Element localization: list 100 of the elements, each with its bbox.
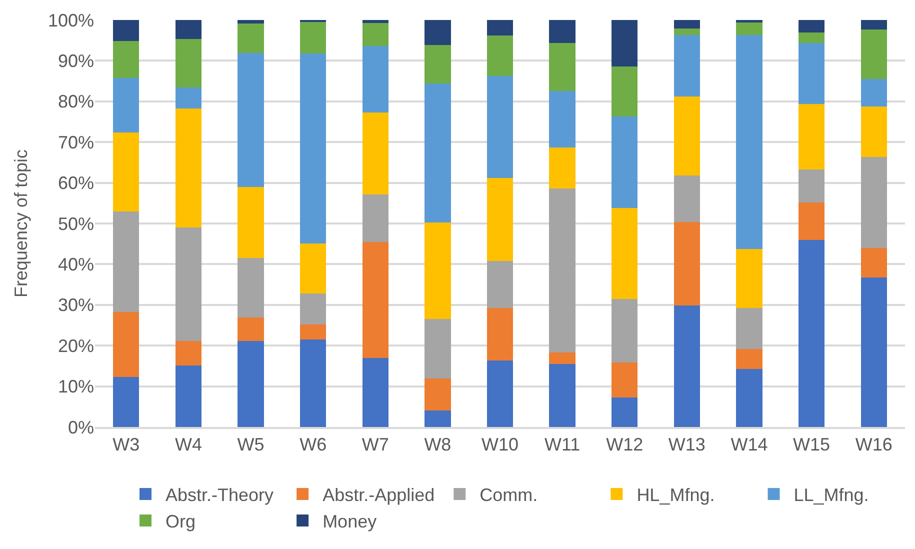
x-tick-label: W16 [855,434,892,454]
bar [424,20,451,46]
bar [736,348,762,370]
bar [798,240,825,427]
bar [798,42,825,104]
y-tick-label: 20% [58,336,94,356]
y-tick-label: 70% [58,132,94,152]
bar [362,22,388,46]
bar [798,104,825,170]
bar [486,76,514,178]
bar [549,352,576,364]
x-tick-label: W3 [112,434,140,454]
bar [674,20,700,29]
bar [238,318,264,342]
bar [486,260,514,308]
bar [238,52,264,187]
bar [238,20,264,24]
bar [674,35,700,97]
y-tick-label: 0% [68,417,94,438]
bar [113,20,140,42]
bar [113,312,140,377]
bar [175,341,202,366]
bar [736,249,762,308]
bar [798,202,825,240]
bar [486,178,514,261]
bar [424,45,451,84]
y-tick-label: 60% [58,173,94,194]
bar [300,340,326,427]
y-tick-label: 100% [48,10,94,30]
bar [300,22,326,54]
bar [175,88,202,109]
y-tick-label: 80% [58,92,94,112]
bar [175,39,202,88]
x-tick-label: W13 [668,434,706,454]
bar [736,308,762,349]
x-tick-label: W6 [300,434,327,454]
bar [362,242,388,358]
bar [424,378,451,410]
x-tick-label: W11 [544,434,580,454]
bar [300,53,326,244]
bar [362,194,388,242]
x-tick-label: W10 [481,434,519,454]
y-tick-label: 10% [58,376,94,397]
legend-label: Money [322,511,377,532]
legend-label: Abstr.-Theory [166,485,274,506]
x-tick-label: W7 [362,434,389,454]
x-tick-label: W5 [237,434,264,454]
bar [612,299,638,363]
bar [300,294,326,324]
bar [798,32,825,43]
bar [424,222,451,320]
bar [549,43,576,92]
bar [612,20,638,66]
bar [612,66,638,116]
bar [736,35,762,250]
bar [860,106,887,158]
bar [113,78,140,133]
bar [549,188,576,353]
legend-label: Comm. [480,485,538,506]
bar [736,22,762,36]
bar [486,20,514,36]
bar [175,228,202,342]
bar [424,83,451,223]
bar [860,79,887,107]
legend-label: HL_Mfng. [636,485,715,506]
bar [362,112,388,195]
bar [674,28,700,36]
x-tick-label: W14 [730,434,768,454]
x-tick-label: W15 [793,434,830,454]
bar [113,41,140,78]
bar [736,369,762,427]
bar [674,175,700,222]
bar [424,319,451,379]
bar [549,91,576,148]
bar [798,169,825,203]
x-tick-label: W4 [174,434,202,454]
bar [860,20,887,30]
bar [424,410,451,427]
bar [612,362,638,398]
bar [798,20,825,33]
bar [362,358,388,427]
x-tick-label: W8 [424,434,452,454]
bar [674,222,700,306]
x-tick-label: W12 [606,434,644,454]
y-tick-label: 50% [58,214,94,234]
y-axis-title: Frequency of topic [11,149,32,298]
legend-label: Org [166,511,196,532]
bar [486,35,514,76]
bar [674,305,700,427]
bar [113,376,140,427]
bar [549,147,576,188]
bar [113,132,140,212]
bar [300,324,326,340]
bar [238,24,264,53]
legend-label: Abstr.-Applied [322,485,435,506]
bar [238,186,264,258]
bar [300,243,326,294]
bar [860,157,887,248]
bar [860,248,887,278]
y-tick-label: 30% [58,295,94,316]
